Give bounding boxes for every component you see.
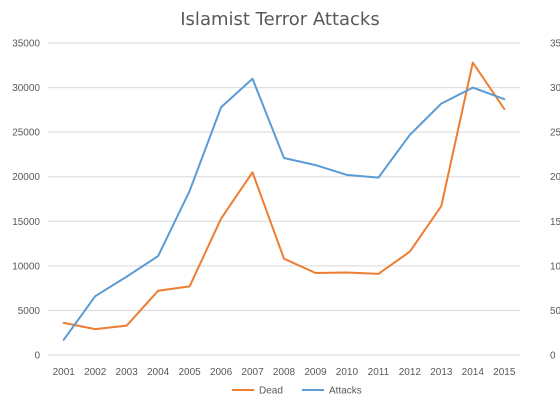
right-axis-tick-label: 0 [550,351,556,362]
right-axis-tick-label: 2500 [550,128,560,139]
x-axis-tick-label: 2003 [116,367,139,378]
left-axis-tick-label: 25000 [12,128,40,139]
left-axis-tick-label: 30000 [12,83,40,94]
x-axis-tick-label: 2002 [84,367,107,378]
right-axis-ticks: 0 500 1000 1500 2000 2500 3000 3500 [550,39,560,362]
left-axis-tick-label: 15000 [12,217,40,228]
x-axis-tick-label: 2006 [210,367,233,378]
x-axis-tick-label: 2009 [304,367,327,378]
x-axis-tick-label: 2001 [53,367,76,378]
x-axis-ticks: 2001 2002 2003 2004 2005 2006 2007 2008 2009 2010… [53,367,516,378]
right-axis-tick-label: 500 [550,306,560,317]
series-line-dead [62,61,506,331]
legend-label-dead: Dead [259,386,283,397]
chart-title: Islamist Terror Attacks [180,9,380,30]
x-axis-tick-label: 2011 [368,367,390,378]
left-axis-ticks: 0 5000 10000 15000 20000 25000 30000 35000 [12,39,40,362]
x-axis-tick-label: 2013 [430,367,453,378]
left-axis-tick-label: 0 [34,351,40,362]
legend: Dead Attacks [232,386,362,397]
x-axis-tick-label: 2005 [178,367,201,378]
left-axis-tick-label: 5000 [18,306,41,317]
legend-label-attacks: Attacks [329,386,362,397]
left-axis-tick-label: 35000 [12,39,40,50]
left-axis-tick-label: 10000 [12,261,40,272]
x-axis-tick-label: 2004 [147,367,170,378]
right-axis-tick-label: 3500 [550,39,560,50]
x-axis-tick-label: 2007 [241,367,264,378]
x-axis-tick-label: 2010 [336,367,359,378]
series-lines [62,61,506,341]
series-line-attacks [62,77,506,341]
x-axis-tick-label: 2012 [399,367,422,378]
right-axis-tick-label: 2000 [550,172,560,183]
right-axis-tick-label: 3000 [550,83,560,94]
x-axis-tick-label: 2014 [462,367,485,378]
x-axis-tick-label: 2015 [493,367,516,378]
right-axis-tick-label: 1000 [550,261,560,272]
gridlines [48,42,520,356]
right-axis-tick-label: 1500 [550,217,560,228]
left-axis-tick-label: 20000 [12,172,40,183]
x-axis-tick-label: 2008 [273,367,296,378]
